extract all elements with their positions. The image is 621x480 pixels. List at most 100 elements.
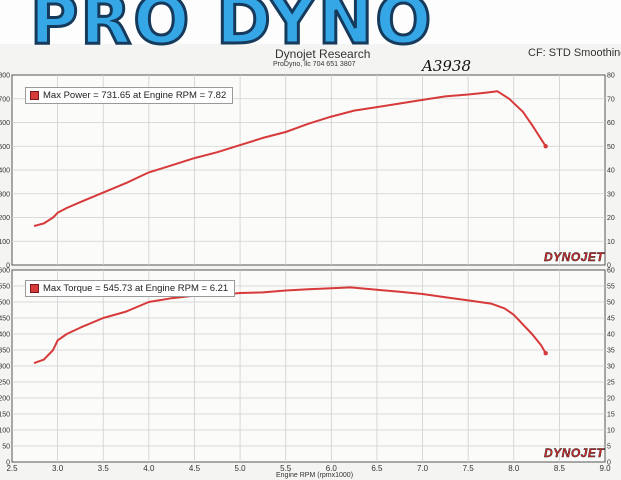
company-name: Dynojet Research: [275, 47, 371, 61]
y-tick-right: 45: [607, 316, 615, 323]
data-point: [512, 313, 515, 316]
y-tick-right: 0: [607, 460, 611, 467]
x-tick: 3.0: [52, 464, 64, 473]
data-point: [170, 164, 173, 167]
data-point: [398, 102, 401, 105]
x-tick: 5.0: [235, 464, 247, 473]
y-tick-right: 40: [607, 332, 615, 339]
header-banner: PRO DYNO: [0, 0, 621, 55]
data-point: [43, 358, 45, 361]
data-point: [56, 339, 59, 342]
data-point: [239, 144, 241, 146]
y-tick-left: 500: [0, 300, 10, 307]
y-tick-left: 300: [0, 191, 10, 198]
data-point: [52, 349, 54, 351]
y-tick-left: 600: [0, 268, 10, 275]
y-tick-right: 35: [607, 348, 615, 355]
x-tick: 3.5: [98, 464, 110, 473]
y-tick-left: 800: [0, 73, 10, 80]
data-point: [540, 138, 543, 141]
data-point: [531, 333, 533, 335]
y-tick-left: 200: [0, 396, 10, 403]
y-tick-right: 15: [607, 412, 615, 419]
y-tick-left: 600: [0, 120, 10, 127]
y-tick-right: 20: [607, 396, 615, 403]
contact-info: ProDyno, llc 704 651 3807: [273, 61, 356, 68]
torque-legend: Max Torque = 545.73 at Engine RPM = 6.21: [25, 280, 236, 297]
x-tick: 8.5: [554, 464, 566, 473]
handwritten-note: A3938: [422, 57, 472, 75]
data-point: [485, 91, 488, 94]
data-point: [52, 216, 54, 219]
data-point: [261, 137, 264, 139]
data-point: [444, 95, 447, 98]
data-point: [508, 97, 511, 100]
x-axis-label: Engine RPM (rpmx1000): [276, 472, 354, 479]
curve-end-marker: [543, 144, 548, 149]
data-point: [467, 93, 470, 96]
data-point: [43, 222, 45, 225]
data-point: [193, 157, 196, 160]
data-point: [102, 317, 105, 319]
gridlines: [12, 270, 605, 462]
y-tick-left: 350: [0, 348, 10, 355]
y-tick-right: 25: [607, 380, 615, 387]
y-tick-right: 70: [607, 96, 615, 103]
power-curve: [33, 90, 547, 227]
y-tick-right: 20: [607, 215, 615, 222]
data-point: [125, 182, 127, 184]
x-tick: 2.5: [6, 464, 18, 473]
data-point: [349, 286, 352, 289]
data-point: [284, 289, 287, 292]
data-point: [307, 122, 310, 125]
torque-curve: [33, 286, 547, 364]
data-point: [503, 307, 506, 310]
torque-chart: 0 0 50 5 100 10 150 15 200 20 250 25 300 30 350 35 400 40…: [0, 268, 615, 474]
y-tick-right: 40: [607, 168, 615, 175]
y-tick-right: 80: [607, 73, 615, 80]
y-tick-right: 50: [607, 300, 615, 307]
data-point: [467, 299, 470, 302]
data-point: [540, 344, 543, 347]
data-point: [79, 201, 82, 203]
x-tick: 6.5: [371, 464, 383, 473]
y-tick-left: 50: [2, 444, 10, 451]
data-point: [398, 290, 401, 293]
data-point: [65, 207, 68, 209]
y-tick-left: 400: [0, 332, 10, 339]
y-tick-left: 0: [6, 263, 10, 270]
x-tick: 9.0: [599, 464, 611, 473]
y-tick-left: 450: [0, 316, 10, 323]
data-point: [307, 288, 310, 291]
y-tick-left: 500: [0, 144, 10, 151]
data-point: [147, 171, 150, 174]
y-tick-left: 0: [6, 460, 10, 467]
y-tick-left: 400: [0, 168, 10, 175]
y-tick-right: 50: [607, 144, 615, 151]
data-point: [521, 110, 524, 113]
y-tick-right: 0: [607, 263, 611, 270]
x-tick: 5.5: [280, 464, 292, 473]
data-point: [376, 106, 378, 108]
y-tick-right: 5: [607, 444, 611, 451]
data-point: [330, 287, 333, 290]
x-tick: 4.5: [189, 464, 201, 473]
data-point: [444, 296, 447, 299]
y-tick-right: 60: [607, 268, 615, 275]
data-point: [65, 333, 68, 335]
torque-legend-label: Max Torque = 545.73 at Engine RPM = 6.21: [43, 283, 229, 294]
data-point: [147, 301, 150, 303]
data-point: [216, 151, 219, 154]
dynojet-logo-top: DYNOJET: [544, 250, 605, 264]
dynojet-logo-bottom: DYNOJET: [544, 446, 605, 460]
data-point: [79, 326, 82, 329]
data-point: [102, 191, 105, 194]
data-point: [376, 288, 378, 291]
legend-swatch-icon: [30, 90, 39, 100]
data-point: [353, 109, 356, 112]
smoothing-label: CF: STD Smoothing: [528, 47, 621, 59]
data-point: [125, 310, 127, 313]
data-point: [421, 293, 424, 295]
x-tick: 7.0: [417, 464, 429, 473]
data-point: [531, 123, 533, 126]
